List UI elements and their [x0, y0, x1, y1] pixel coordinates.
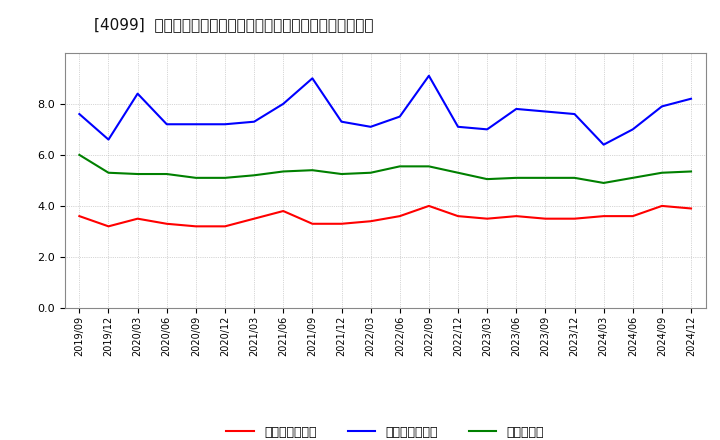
- 在庫回転率: [657, 170, 666, 176]
- 在庫回転率: [541, 175, 550, 180]
- 売上債権回転率: [687, 206, 696, 211]
- 買入債務回転率: [599, 142, 608, 147]
- 在庫回転率: [163, 171, 171, 176]
- 売上債権回転率: [599, 213, 608, 219]
- 売上債権回転率: [250, 216, 258, 221]
- 売上債権回転率: [220, 224, 229, 229]
- 売上債権回転率: [337, 221, 346, 227]
- 在庫回転率: [133, 171, 142, 176]
- Line: 在庫回転率: 在庫回転率: [79, 155, 691, 183]
- 売上債権回転率: [657, 203, 666, 209]
- 在庫回転率: [599, 180, 608, 186]
- 在庫回転率: [395, 164, 404, 169]
- 在庫回転率: [337, 171, 346, 176]
- 売上債権回転率: [133, 216, 142, 221]
- 売上債権回転率: [454, 213, 462, 219]
- 在庫回転率: [308, 168, 317, 173]
- 買入債務回転率: [687, 96, 696, 101]
- 買入債務回転率: [395, 114, 404, 119]
- 買入債務回転率: [279, 101, 287, 106]
- 在庫回転率: [279, 169, 287, 174]
- 買入債務回転率: [454, 124, 462, 129]
- 買入債務回転率: [163, 121, 171, 127]
- 売上債権回転率: [163, 221, 171, 227]
- 買入債務回転率: [337, 119, 346, 125]
- 在庫回転率: [512, 175, 521, 180]
- 在庫回転率: [454, 170, 462, 176]
- 売上債権回転率: [75, 213, 84, 219]
- 在庫回転率: [192, 175, 200, 180]
- 在庫回転率: [483, 176, 492, 182]
- 売上債権回転率: [512, 213, 521, 219]
- 買入債務回転率: [104, 137, 113, 142]
- 買入債務回転率: [570, 111, 579, 117]
- 売上債権回転率: [192, 224, 200, 229]
- 在庫回転率: [629, 175, 637, 180]
- 売上債権回転率: [104, 224, 113, 229]
- 在庫回転率: [570, 175, 579, 180]
- Line: 売上債権回転率: 売上債権回転率: [79, 206, 691, 226]
- 買入債務回転率: [192, 121, 200, 127]
- 在庫回転率: [104, 170, 113, 176]
- 買入債務回転率: [541, 109, 550, 114]
- 買入債務回転率: [366, 124, 375, 129]
- 買入債務回転率: [133, 91, 142, 96]
- 買入債務回転率: [75, 111, 84, 117]
- Legend: 売上債権回転率, 買入債務回転率, 在庫回転率: 売上債権回転率, 買入債務回転率, 在庫回転率: [222, 422, 549, 440]
- 買入債務回転率: [657, 104, 666, 109]
- Line: 買入債務回転率: 買入債務回転率: [79, 76, 691, 145]
- 在庫回転率: [366, 170, 375, 176]
- 在庫回転率: [687, 169, 696, 174]
- 売上債権回転率: [279, 209, 287, 214]
- 売上債権回転率: [308, 221, 317, 227]
- 買入債務回転率: [308, 76, 317, 81]
- 売上債権回転率: [366, 219, 375, 224]
- 在庫回転率: [425, 164, 433, 169]
- 在庫回転率: [250, 172, 258, 178]
- 売上債権回転率: [483, 216, 492, 221]
- 買入債務回転率: [425, 73, 433, 78]
- 買入債務回転率: [629, 127, 637, 132]
- 買入債務回転率: [512, 106, 521, 112]
- 売上債権回転率: [395, 213, 404, 219]
- 売上債権回転率: [541, 216, 550, 221]
- 在庫回転率: [220, 175, 229, 180]
- 買入債務回転率: [483, 127, 492, 132]
- 在庫回転率: [75, 152, 84, 158]
- 買入債務回転率: [250, 119, 258, 125]
- Text: [4099]  売上債権回転率、買入債務回転率、在庫回転率の推移: [4099] 売上債権回転率、買入債務回転率、在庫回転率の推移: [94, 18, 373, 33]
- 売上債権回転率: [570, 216, 579, 221]
- 買入債務回転率: [220, 121, 229, 127]
- 売上債権回転率: [629, 213, 637, 219]
- 売上債権回転率: [425, 203, 433, 209]
